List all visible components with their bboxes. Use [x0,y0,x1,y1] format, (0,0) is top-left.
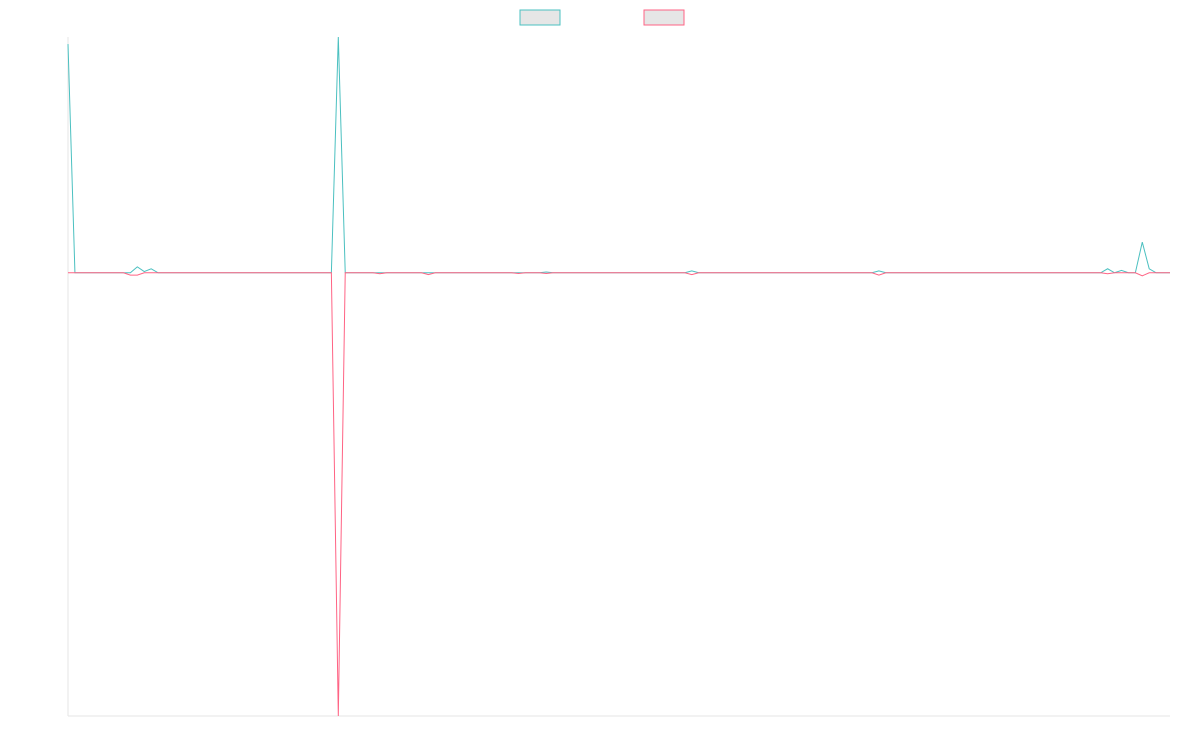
series-line [68,272,1170,717]
legend-swatch [519,9,561,26]
legend-swatch [643,9,685,26]
series-line [67,36,1170,274]
